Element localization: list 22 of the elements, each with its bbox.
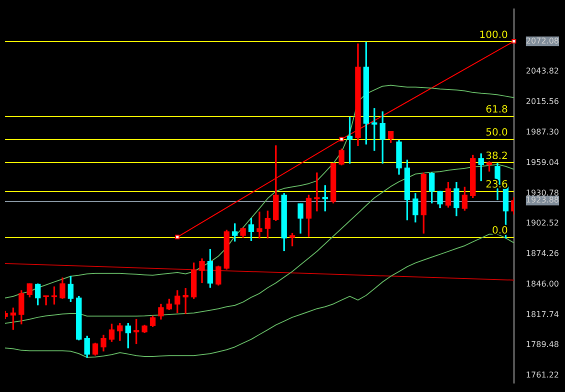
y-tick-label: 1789.48 <box>526 340 560 350</box>
y-tick-label: 1923.88 <box>526 196 560 205</box>
annotation: 50.0 <box>486 128 508 139</box>
y-tick-label: 1902.52 <box>526 218 560 228</box>
y-tick-label: 2043.82 <box>526 66 560 76</box>
y-tick-label: 1874.26 <box>526 249 560 258</box>
y-tick-label: 1930.78 <box>526 188 560 198</box>
candlestick <box>43 295 49 306</box>
y-tick-label: 1987.30 <box>526 127 560 136</box>
y-tick-label: 1817.74 <box>526 310 560 319</box>
y-tick-label: 1761.22 <box>526 370 560 380</box>
y-tick-label: 1846.00 <box>526 279 560 288</box>
y-tick-label: 1959.04 <box>526 158 560 167</box>
point <box>339 136 344 142</box>
point <box>512 39 516 44</box>
annotation: 61.8 <box>486 104 508 116</box>
candlestick <box>256 212 262 238</box>
annotation: 38.2 <box>486 150 508 162</box>
y-tick-label: 2015.56 <box>526 97 560 106</box>
point <box>175 234 180 240</box>
y-tick-label: 2072.08 <box>526 36 560 46</box>
annotation: 100.0 <box>479 30 508 41</box>
